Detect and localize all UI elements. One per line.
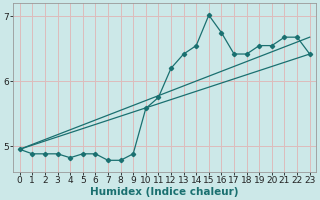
X-axis label: Humidex (Indice chaleur): Humidex (Indice chaleur) <box>91 187 239 197</box>
